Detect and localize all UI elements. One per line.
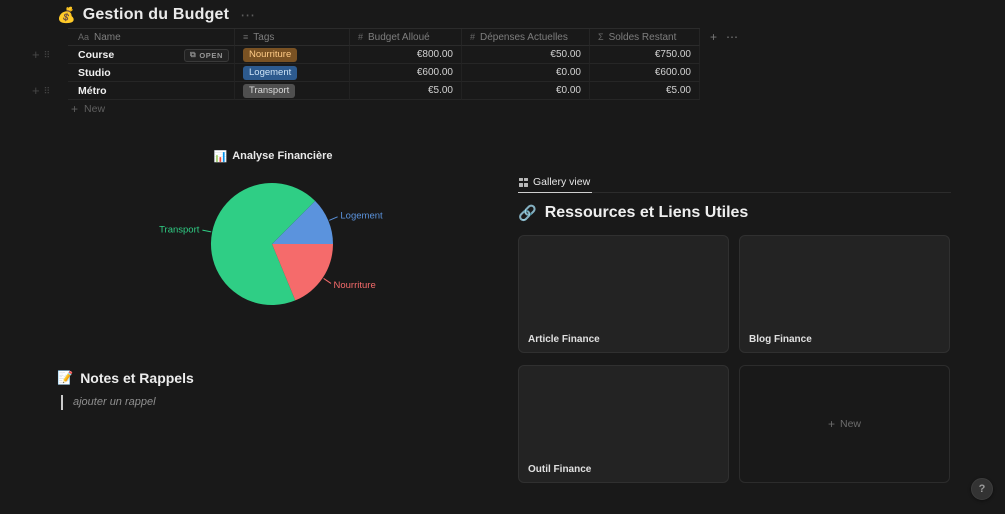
new-card-label: New (840, 418, 862, 430)
column-label: Tags (253, 31, 275, 43)
column-header-tags[interactable]: ≡ Tags (235, 29, 350, 46)
chart-title-text: Analyse Financière (232, 150, 333, 162)
cell-tag-studio[interactable]: Logement (235, 64, 350, 82)
column-label: Name (94, 31, 121, 43)
number-type-icon: # (470, 32, 476, 42)
open-label: OPEN (199, 50, 223, 60)
list-type-icon: ≡ (243, 32, 249, 42)
column-header-remaining[interactable]: Σ Soldes Restant (590, 29, 700, 46)
pie-slice-logement (272, 200, 333, 244)
gallery-card-outil-finance[interactable]: Outil Finance (518, 365, 729, 483)
cell-expenses-course[interactable]: €50.00 (462, 46, 590, 64)
cell-budget-course[interactable]: €800.00 (350, 46, 462, 64)
column-label: Soldes Restant (608, 31, 677, 43)
column-header-name[interactable]: Aa Name (68, 29, 235, 46)
row-title: Course (78, 48, 115, 61)
gallery-heading-text[interactable]: Ressources et Liens Utiles (544, 204, 749, 221)
text-type-icon: Aa (78, 32, 90, 42)
formula-type-icon: Σ (598, 32, 604, 42)
help-button[interactable]: ? (971, 478, 993, 500)
gallery-heading: 🔗 Ressources et Liens Utiles (518, 204, 951, 222)
title-more-icon[interactable]: ⋯ (240, 7, 256, 24)
row-controls-course: + ⠿ (32, 47, 51, 62)
pie-slice-nourriture (272, 244, 333, 301)
cell-expenses-studio[interactable]: €0.00 (462, 64, 590, 82)
page-title-row: 💰 Gestion du Budget ⋯ (57, 6, 255, 24)
bar-chart-icon: 📊 (213, 151, 228, 163)
cell-name-studio[interactable]: Studio (68, 64, 235, 82)
notes-heading-text[interactable]: Notes et Rappels (80, 370, 194, 386)
cell-budget-studio[interactable]: €600.00 (350, 64, 462, 82)
cell-remaining-metro: €5.00 (590, 82, 700, 100)
plus-icon: + (827, 417, 835, 431)
pie-leader-line (329, 216, 338, 221)
row-title: Studio (78, 66, 111, 79)
open-page-icon: ⧉ (190, 50, 197, 59)
row-title: Métro (78, 84, 107, 97)
tag-nourriture[interactable]: Nourriture (243, 47, 298, 62)
gallery-new-card-button[interactable]: + New (739, 365, 950, 483)
tab-label: Gallery view (533, 176, 591, 188)
pie-slice-transport (210, 183, 316, 306)
drag-handle-icon[interactable]: ⠿ (43, 85, 51, 96)
new-row-label: New (84, 102, 106, 115)
budget-table: + ⋯ + ⠿ + ⠿ Aa Name ≡ Tags # Budget Alloué … (32, 28, 738, 117)
add-row-icon[interactable]: + (32, 83, 40, 98)
row-controls-metro: + ⠿ (32, 83, 51, 98)
table-header-extras: + ⋯ (704, 28, 738, 45)
table-options-icon[interactable]: ⋯ (726, 29, 739, 44)
cell-budget-metro[interactable]: €5.00 (350, 82, 462, 100)
open-row-button[interactable]: ⧉ OPEN (184, 48, 229, 62)
cell-tag-course[interactable]: Nourriture (235, 46, 350, 64)
cell-expenses-metro[interactable]: €0.00 (462, 82, 590, 100)
chart-title: 📊 Analyse Financière (148, 150, 398, 163)
reminder-quote-block[interactable]: ajouter un rappel (61, 395, 194, 410)
add-column-button[interactable]: + (710, 29, 718, 44)
number-type-icon: # (358, 32, 364, 42)
notes-section: 📝 Notes et Rappels ajouter un rappel (57, 370, 194, 410)
cell-remaining-course: €750.00 (590, 46, 700, 64)
cell-name-metro[interactable]: Métro (68, 82, 235, 100)
column-header-budget[interactable]: # Budget Alloué (350, 29, 462, 46)
money-bag-icon: 💰 (57, 7, 76, 24)
link-icon: 🔗 (518, 205, 537, 222)
drag-handle-icon[interactable]: ⠿ (43, 49, 51, 60)
page-title[interactable]: Gestion du Budget (82, 6, 230, 23)
plus-icon: + (71, 101, 79, 116)
column-header-expenses[interactable]: # Dépenses Actuelles (462, 29, 590, 46)
memo-icon: 📝 (57, 370, 74, 385)
add-row-icon[interactable]: + (32, 47, 40, 62)
pie-leader-line (323, 277, 332, 284)
gallery-section: Gallery view 🔗 Ressources et Liens Utile… (518, 173, 951, 483)
pie-label-logement: Logement (340, 211, 383, 222)
column-label: Dépenses Actuelles (480, 31, 568, 43)
card-title: Outil Finance (528, 464, 592, 475)
cell-name-course[interactable]: Course ⧉ OPEN (68, 46, 235, 64)
card-title: Blog Finance (749, 334, 812, 345)
pie-chart[interactable]: Logement Transport Nourriture (140, 168, 420, 328)
pie-label-transport: Transport (159, 225, 200, 236)
view-tab-bar: Gallery view (518, 173, 951, 193)
cell-tag-metro[interactable]: Transport (235, 82, 350, 100)
gallery-card-blog-finance[interactable]: Blog Finance (739, 235, 950, 353)
table-grid: Aa Name ≡ Tags # Budget Alloué # Dépenses Ac… (68, 28, 700, 100)
card-title: Article Finance (528, 334, 600, 345)
tag-logement[interactable]: Logement (243, 65, 298, 80)
notes-heading: 📝 Notes et Rappels (57, 370, 194, 386)
column-label: Budget Alloué (368, 31, 430, 43)
tag-transport[interactable]: Transport (243, 83, 296, 98)
cell-remaining-studio: €600.00 (590, 64, 700, 82)
new-row-button[interactable]: + New (68, 100, 700, 117)
pie-leader-line (202, 229, 212, 233)
gallery-card-article-finance[interactable]: Article Finance (518, 235, 729, 353)
gallery-cards: Article Finance Blog Finance Outil Finan… (518, 235, 951, 483)
gallery-view-icon (519, 177, 528, 187)
pie-label-nourriture: Nourriture (334, 280, 376, 291)
tab-gallery-view[interactable]: Gallery view (518, 176, 593, 193)
